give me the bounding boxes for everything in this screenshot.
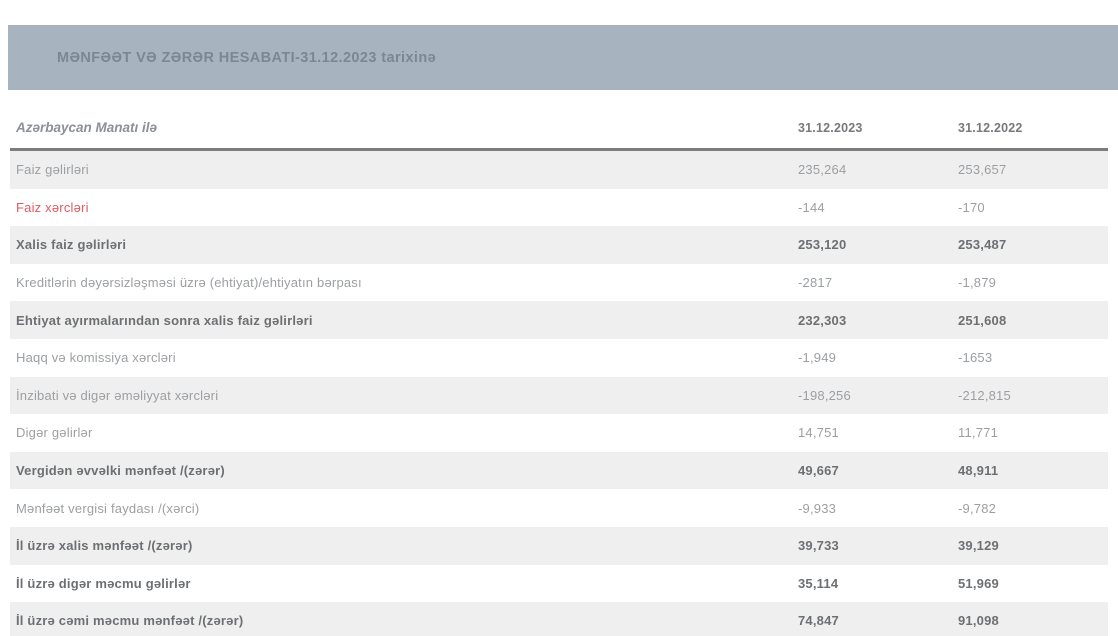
table-body: Faiz gəlirləri 235,264 253,657 Faiz xərc… (10, 151, 1108, 636)
table-row: Ehtiyat ayırmalarından sonra xalis faiz … (10, 301, 1108, 339)
row-value-2023: 74,847 (798, 613, 839, 629)
row-label: Mənfəət vergisi faydası /(xərci) (16, 500, 200, 516)
row-label: İnzibati və digər əməliyyat xərcləri (16, 387, 219, 403)
row-value-2022: 251,608 (958, 312, 1007, 328)
row-label: İl üzrə xalis mənfəət /(zərər) (16, 538, 193, 554)
table-row: Xalis faiz gəlirləri 253,120 253,487 (10, 226, 1108, 264)
table-row: İnzibati və digər əməliyyat xərcləri -19… (10, 376, 1108, 415)
row-value-2022: -212,815 (958, 387, 1011, 403)
row-label: Faiz xərcləri (16, 199, 89, 215)
row-value-2023: 39,733 (798, 538, 839, 554)
row-value-2023: -9,933 (798, 500, 837, 516)
row-value-2022: -9,782 (958, 500, 997, 516)
table-row: Vergidən əvvəlki mənfəət /(zərər) 49,667… (10, 451, 1108, 490)
table-row: Faiz xərcləri -144 -170 (10, 189, 1108, 227)
table-header-row: Azərbaycan Manatı ilə 31.12.2023 31.12.2… (10, 90, 1108, 151)
row-value-2022: -1,879 (958, 275, 997, 291)
row-value-2023: 35,114 (798, 575, 839, 591)
table-row: Faiz gəlirləri 235,264 253,657 (10, 151, 1108, 189)
pnl-table: Azərbaycan Manatı ilə 31.12.2023 31.12.2… (10, 90, 1108, 636)
row-label: İl üzrə digər məcmu gəlirlər (16, 575, 191, 591)
row-value-2023: -1,949 (798, 350, 837, 366)
row-label: Kreditlərin dəyərsizləşməsi üzrə (ehtiya… (16, 275, 362, 291)
row-value-2022: 39,129 (958, 538, 999, 554)
row-value-2023: -2817 (798, 275, 833, 291)
row-value-2023: 49,667 (798, 463, 839, 479)
row-value-2023: -198,256 (798, 387, 851, 403)
row-value-2023: 232,303 (798, 312, 847, 328)
row-value-2022: 11,771 (958, 425, 998, 441)
row-value-2022: -1653 (958, 350, 993, 366)
row-label: Vergidən əvvəlki mənfəət /(zərər) (16, 463, 225, 479)
row-value-2023: 253,120 (798, 237, 847, 253)
report-title: MƏNFƏƏT VƏ ZƏRƏR HESABATI-31.12.2023 tar… (57, 49, 437, 66)
row-value-2022: 48,911 (958, 463, 999, 479)
table-row: Mənfəət vergisi faydası /(xərci) -9,933 … (10, 489, 1108, 527)
row-value-2022: 253,487 (958, 237, 1007, 253)
table-row: İl üzrə xalis mənfəət /(zərər) 39,733 39… (10, 526, 1108, 565)
table-row: İl üzrə digər məcmu gəlirlər 35,114 51,9… (10, 565, 1108, 603)
row-label: Ehtiyat ayırmalarından sonra xalis faiz … (16, 312, 313, 328)
column-header-2022: 31.12.2022 (958, 121, 1023, 135)
row-label: İl üzrə cəmi məcmu mənfəət /(zərər) (16, 613, 244, 629)
row-value-2022: 91,098 (958, 613, 999, 629)
row-label: Xalis faiz gəlirləri (16, 237, 127, 253)
table-row: Kreditlərin dəyərsizləşməsi üzrə (ehtiya… (10, 264, 1108, 302)
row-value-2023: -144 (798, 199, 825, 215)
table-caption: Azərbaycan Manatı ilə (16, 120, 158, 135)
row-value-2022: -170 (958, 199, 985, 215)
row-value-2022: 253,657 (958, 162, 1007, 178)
row-label: Haqq və komissiya xərcləri (16, 350, 176, 366)
column-header-2023: 31.12.2023 (798, 121, 863, 135)
row-value-2023: 235,264 (798, 162, 847, 178)
report-title-bar: MƏNFƏƏT VƏ ZƏRƏR HESABATI-31.12.2023 tar… (8, 25, 1118, 90)
table-row: İl üzrə cəmi məcmu mənfəət /(zərər) 74,8… (10, 602, 1108, 636)
row-label: Faiz gəlirləri (16, 162, 89, 178)
row-value-2022: 51,969 (958, 575, 999, 591)
row-label: Digər gəlirlər (16, 425, 93, 441)
table-row: Haqq və komissiya xərcləri -1,949 -1653 (10, 339, 1108, 377)
row-value-2023: 14,751 (798, 425, 839, 441)
table-row: Digər gəlirlər 14,751 11,771 (10, 414, 1108, 452)
